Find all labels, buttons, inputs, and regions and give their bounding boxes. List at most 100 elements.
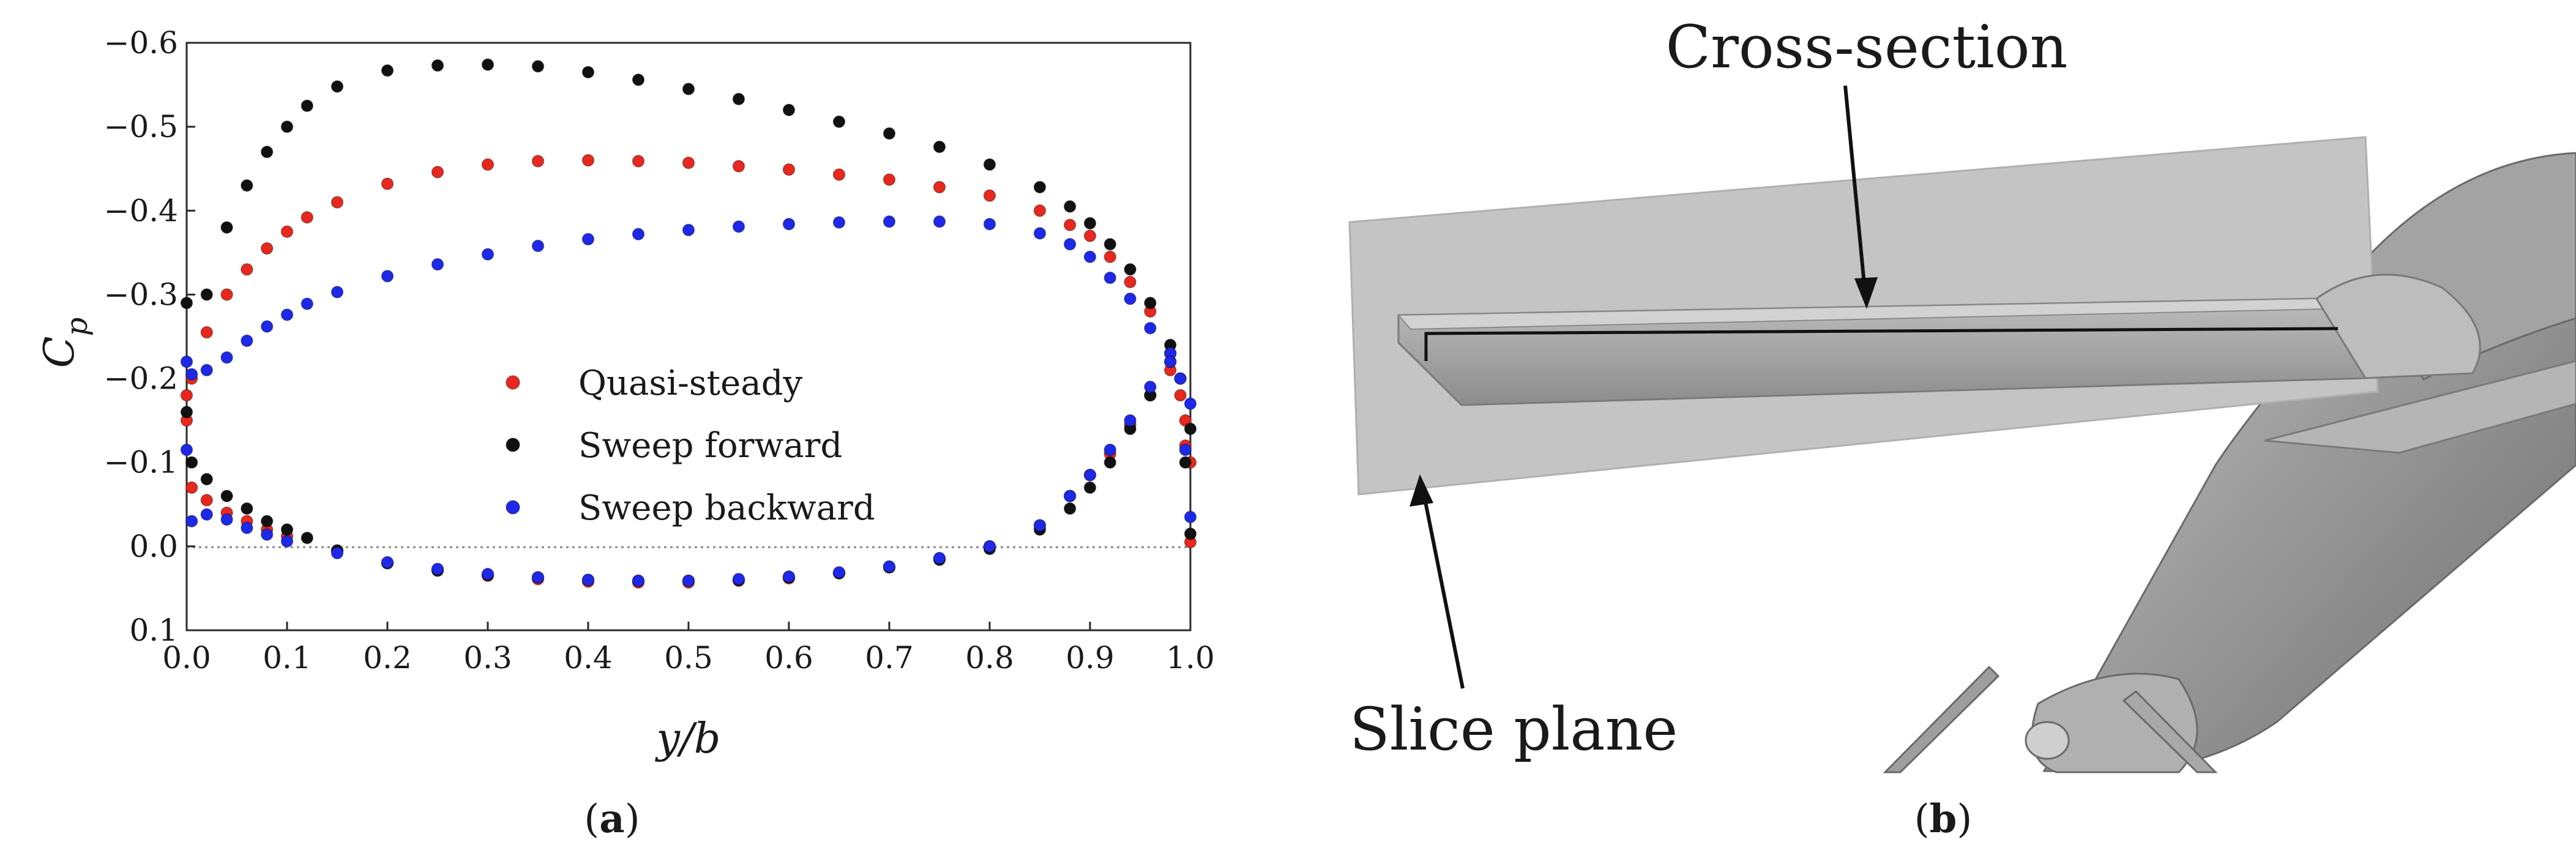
data-point [301,297,314,310]
data-point [220,288,233,301]
data-point [883,215,896,228]
slice-plane-label: Slice plane [1350,695,1678,764]
data-point [832,168,846,181]
data-point [933,181,946,194]
data-point [1144,322,1157,335]
data-point [1124,275,1137,289]
strut-right [2122,690,2218,773]
data-point [1083,250,1097,263]
data-point [381,64,394,77]
x-tick-label: 0.6 [764,640,813,676]
data-point [1063,502,1077,515]
x-tick-label: 0.4 [564,640,613,676]
y-tick-label: 0.1 [129,613,178,648]
data-point [431,562,444,576]
horizontal-stabilizer [2264,360,2576,454]
data-point [983,158,996,171]
data-point [1103,443,1117,456]
x-tick-label: 0.1 [263,640,312,676]
data-point [883,173,896,186]
data-point [1063,490,1077,502]
x-tick-label: 0.3 [463,640,512,676]
data-point [241,502,253,515]
data-point [1063,200,1077,213]
y-tick-label: −0.2 [104,361,178,397]
svg-text:Cp: Cp [35,318,94,368]
data-point [632,73,645,86]
data-point [1174,389,1187,402]
data-point [260,242,274,255]
data-point [581,154,595,167]
data-point [280,308,294,321]
cross-section-arrowhead [1854,277,1878,309]
data-point [200,472,214,486]
data-point [933,215,946,228]
data-point [431,165,444,179]
data-point [260,515,274,527]
data-point [200,288,214,301]
plot-area [185,42,1192,631]
data-point [185,515,198,527]
data-point [1103,456,1117,469]
data-point [1103,271,1117,285]
x-tick-label: 0.8 [965,640,1014,676]
data-point [581,65,595,79]
data-point [481,158,495,171]
data-point [581,233,595,246]
data-point [185,368,198,381]
data-point [732,92,745,106]
data-point [682,156,695,169]
data-point [732,220,745,233]
data-point [200,508,214,521]
x-tick-label: 0.5 [664,640,713,676]
data-point [1184,422,1197,436]
data-point [280,535,294,548]
data-point [1124,263,1137,276]
data-point [1033,227,1047,240]
x-tick-label: 0.0 [162,640,211,676]
data-point [330,286,344,299]
data-point [220,221,233,234]
data-point [1144,381,1157,393]
data-point [732,160,745,173]
data-point [682,574,695,587]
data-point [241,263,253,276]
data-point [1083,217,1097,230]
y-tick-label: 0.0 [129,529,178,564]
data-point [180,443,193,456]
data-point [632,574,645,587]
data-point [632,155,645,168]
data-point [581,573,595,586]
x-tick-label: 1.0 [1166,640,1215,676]
caption-b: (b) [1914,796,1973,842]
chart-panel-a: 0.0 0.1 0.2 0.3 0.4 0.5 0.6 0.7 0.8 0.9 1.0 −0.6−0… [35,25,1215,763]
data-point [832,566,846,579]
legend: Quasi-steady Sweep forward Sweep backward [506,363,875,528]
data-point [1163,355,1177,368]
data-point [200,326,214,339]
data-point [200,494,214,507]
data-point [1033,181,1047,194]
data-point [832,216,846,229]
data-point [682,83,695,95]
data-point [280,225,294,238]
data-point [531,155,545,168]
data-point [481,567,495,581]
y-axis-ticks: −0.6 −0.5 −0.4 −0.3 −0.2 −0.1 0.0 0.1 [104,25,195,648]
data-point [180,389,193,402]
data-point [782,103,796,116]
data-point [1033,204,1047,217]
data-point [983,217,996,231]
data-point [260,146,274,158]
data-point [280,523,294,536]
data-point [983,189,996,202]
data-point [381,556,394,569]
cross-section-arrow [1843,85,1867,297]
nose-tip [2025,721,2070,760]
data-point [531,571,545,584]
data-point [1083,229,1097,242]
data-point [301,99,314,113]
y-tick-label: −0.1 [104,445,178,480]
data-point [260,528,274,541]
data-point [782,570,796,583]
